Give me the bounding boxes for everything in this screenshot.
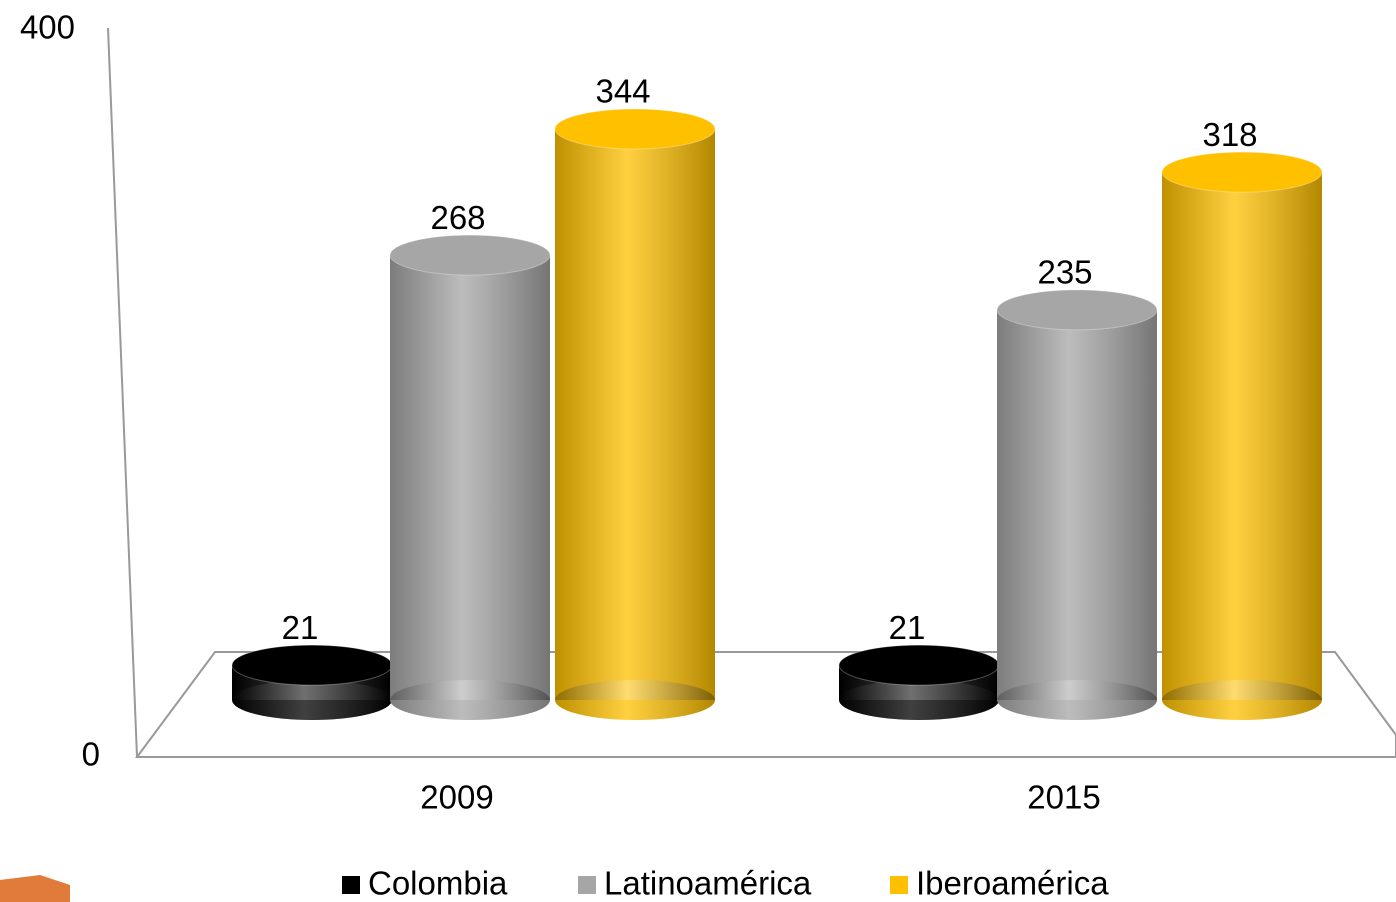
shading	[997, 309, 1157, 700]
bar-top	[1161, 151, 1323, 193]
bar-top	[231, 644, 393, 686]
legend-swatch	[578, 876, 596, 894]
floor	[135, 651, 1396, 758]
y-tick-label: 0	[82, 736, 100, 773]
bar-top	[554, 108, 716, 150]
x-tick-label: 2009	[420, 779, 493, 816]
back-wall	[107, 27, 138, 758]
bar-top	[996, 289, 1158, 331]
bar-top	[389, 234, 551, 276]
x-tick-label: 2015	[1027, 779, 1100, 816]
y-tick-label: 400	[20, 9, 75, 46]
value-label: 235	[1037, 254, 1092, 291]
shading	[390, 255, 550, 700]
legend-label: Latinoamérica	[604, 865, 812, 902]
shading	[555, 128, 715, 700]
legend-label: Colombia	[368, 865, 508, 902]
shading	[1162, 172, 1322, 700]
value-label: 344	[595, 73, 650, 110]
decoration	[0, 875, 70, 902]
value-label: 21	[889, 609, 926, 646]
legend-swatch	[342, 876, 360, 894]
value-label: 268	[430, 199, 485, 236]
bar-top	[838, 644, 1000, 686]
legend-swatch	[890, 876, 908, 894]
value-label: 318	[1202, 116, 1257, 153]
legend-label: Iberoamérica	[916, 865, 1109, 902]
value-label: 21	[282, 609, 319, 646]
